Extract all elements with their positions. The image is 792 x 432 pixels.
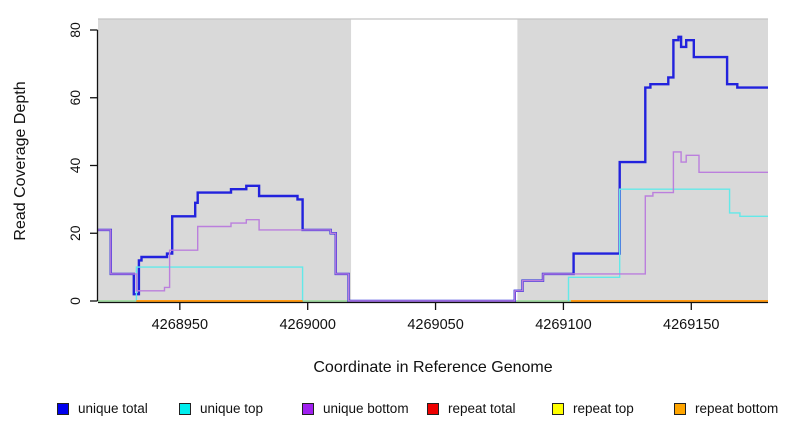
legend-label-repeat-bottom: repeat bottom xyxy=(695,401,779,416)
y-tick-label: 0 xyxy=(67,297,83,305)
y-tick-label: 60 xyxy=(67,90,83,106)
legend-item-repeat-top: repeat top xyxy=(552,399,634,419)
legend-label-unique-top: unique top xyxy=(200,401,264,416)
legend-label-unique-bottom: unique bottom xyxy=(323,401,409,416)
legend-item-unique-top: unique top xyxy=(179,399,263,419)
legend-swatch-unique-top xyxy=(179,403,191,415)
y-tick-label: 20 xyxy=(67,225,83,241)
x-tick-label: 4269050 xyxy=(407,317,463,333)
legend-label-repeat-top: repeat top xyxy=(573,401,634,416)
panel-uncovered-gap xyxy=(351,19,518,303)
y-axis-label: Read Coverage Depth xyxy=(12,81,29,241)
legend-item-unique-total: unique total xyxy=(57,399,148,419)
panel-covered-left xyxy=(98,19,352,303)
y-tick-label: 40 xyxy=(67,158,83,174)
x-tick-label: 4269100 xyxy=(535,317,591,333)
series-line-unique-top xyxy=(567,188,768,301)
legend-swatch-repeat-bottom xyxy=(674,403,686,415)
legend-item-repeat-bottom: repeat bottom xyxy=(674,399,778,419)
legend-swatch-repeat-total xyxy=(427,403,439,415)
legend-label-unique-total: unique total xyxy=(78,401,148,416)
x-tick-label: 4268950 xyxy=(152,317,208,333)
x-tick-label: 4269000 xyxy=(279,317,335,333)
legend-swatch-unique-total xyxy=(57,403,69,415)
legend-label-repeat-total: repeat total xyxy=(448,401,516,416)
y-tick-label: 80 xyxy=(67,22,83,38)
x-tick-label: 4269150 xyxy=(663,317,719,333)
x-axis-label: Coordinate in Reference Genome xyxy=(313,359,553,376)
legend-item-repeat-total: repeat total xyxy=(427,399,516,419)
legend-swatch-repeat-top xyxy=(552,403,564,415)
series-line-unique-bottom xyxy=(98,151,768,302)
legend: unique total unique top unique bottom repea… xyxy=(0,399,792,423)
legend-item-unique-bottom: unique bottom xyxy=(302,399,409,419)
legend-swatch-unique-bottom xyxy=(302,403,314,415)
